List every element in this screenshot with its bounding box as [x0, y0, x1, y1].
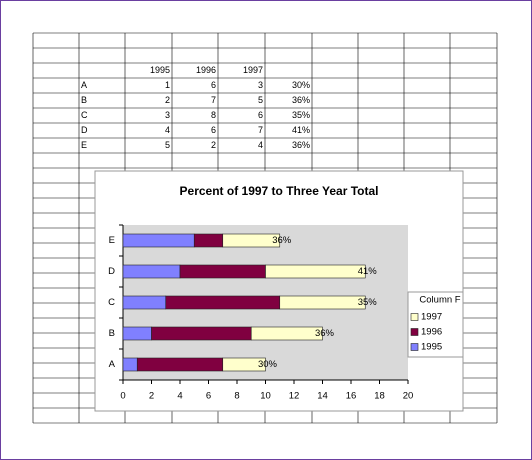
cell: A	[81, 80, 87, 90]
cell: 6	[211, 80, 216, 90]
x-tick-label: 16	[346, 391, 357, 402]
bar-segment	[122, 295, 167, 310]
x-tick-label: 12	[289, 391, 300, 402]
cell: 41%	[292, 125, 310, 135]
bar-segment	[136, 357, 224, 372]
legend-title: Column F	[419, 295, 460, 306]
x-tick-label: 8	[234, 391, 239, 402]
x-tick-label: 20	[403, 391, 414, 402]
legend-label: 1997	[421, 312, 442, 323]
cell: 35%	[292, 110, 310, 120]
y-tick-label: D	[108, 266, 115, 277]
cell: 1995	[150, 65, 170, 75]
cell: 2	[165, 95, 170, 105]
x-tick-label: 18	[374, 391, 385, 402]
cell: 6	[258, 110, 263, 120]
cell: 1996	[196, 65, 216, 75]
cell: B	[81, 95, 87, 105]
bar-segment	[222, 357, 266, 372]
x-tick-label: 0	[120, 391, 125, 402]
bar-segment	[265, 264, 366, 279]
y-tick-label: C	[108, 297, 115, 308]
cell: E	[81, 140, 87, 150]
bar-segment	[179, 264, 266, 279]
cell: 7	[258, 125, 263, 135]
bar-label: 36%	[315, 328, 335, 339]
x-tick-label: 6	[206, 391, 211, 402]
legend-swatch	[410, 313, 419, 321]
bar-segment	[250, 326, 323, 341]
bar-segment	[122, 264, 181, 279]
legend-label: 1995	[421, 342, 442, 353]
x-tick-label: 14	[317, 391, 328, 402]
legend-swatch	[410, 343, 419, 351]
bar-segment	[151, 326, 252, 341]
cell: 4	[258, 140, 263, 150]
cell: 36%	[292, 95, 310, 105]
y-tick-label: A	[109, 359, 116, 370]
bar-segment	[165, 295, 281, 310]
y-tick-label: E	[109, 235, 115, 246]
chart-title: Percent of 1997 to Three Year Total	[180, 184, 379, 198]
bar-segment	[122, 326, 152, 341]
cell: 5	[258, 95, 263, 105]
cell: 1	[165, 80, 170, 90]
bar-segment	[279, 295, 366, 310]
cell: 2	[211, 140, 216, 150]
bar-segment	[222, 233, 281, 248]
cell: 4	[165, 125, 170, 135]
bar-segment	[122, 357, 138, 372]
bar-label: 36%	[272, 235, 292, 246]
legend-label: 1996	[421, 327, 442, 338]
x-tick-label: 4	[177, 391, 182, 402]
cell: 1997	[243, 65, 263, 75]
bar-label: 35%	[358, 297, 378, 308]
x-tick-label: 10	[260, 391, 271, 402]
cell: 8	[211, 110, 216, 120]
cell: 3	[258, 80, 263, 90]
cell: 6	[211, 125, 216, 135]
cell: 36%	[292, 140, 310, 150]
cell: 7	[211, 95, 216, 105]
bar-segment	[193, 233, 224, 248]
cell: 30%	[292, 80, 310, 90]
cell: 3	[165, 110, 170, 120]
cell: D	[81, 125, 88, 135]
bar-label: 41%	[358, 266, 378, 277]
cell: 5	[165, 140, 170, 150]
legend-swatch	[410, 328, 419, 336]
bar-label: 30%	[258, 359, 278, 370]
bar-segment	[122, 233, 195, 248]
y-tick-label: B	[109, 328, 115, 339]
cell: C	[81, 110, 88, 120]
x-tick-label: 2	[149, 391, 154, 402]
